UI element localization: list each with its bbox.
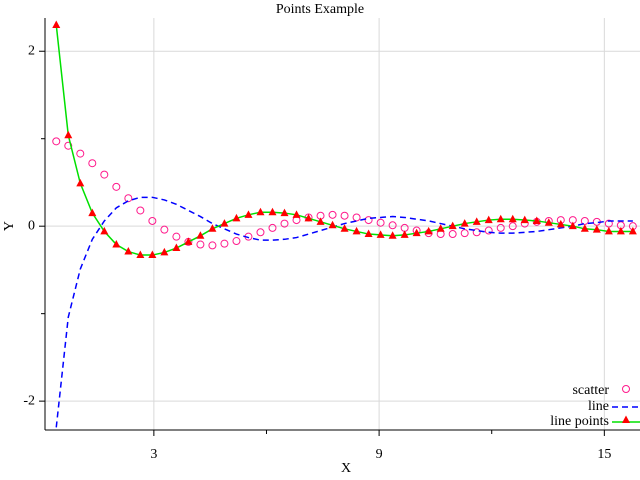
point-marker xyxy=(208,224,217,232)
point-marker xyxy=(292,210,301,218)
point-marker xyxy=(460,219,469,227)
point-marker xyxy=(508,214,517,223)
y-tick-label: 2 xyxy=(28,43,35,58)
point-marker xyxy=(472,217,481,225)
point-marker xyxy=(424,226,433,235)
scatter-point xyxy=(172,232,181,241)
point-marker xyxy=(220,219,229,227)
scatter-point xyxy=(352,213,361,222)
scatter-point xyxy=(388,221,397,230)
point-marker xyxy=(112,240,121,248)
point-marker xyxy=(496,214,505,223)
point-marker xyxy=(436,224,445,232)
series-line xyxy=(55,196,633,428)
point-marker xyxy=(280,208,289,217)
point-marker xyxy=(244,210,253,218)
scatter-point xyxy=(448,230,457,239)
point-marker xyxy=(76,178,85,187)
legend-label: line xyxy=(588,399,609,414)
point-marker xyxy=(604,226,613,235)
scatter-point xyxy=(136,206,145,215)
point-marker xyxy=(616,226,625,235)
point-marker xyxy=(448,221,457,230)
x-tick-label: 9 xyxy=(376,447,383,462)
legend-swatch xyxy=(622,415,630,423)
scatter-point xyxy=(268,223,277,232)
scatter-point xyxy=(112,182,121,191)
point-marker xyxy=(100,226,109,235)
x-tick-label: 3 xyxy=(150,447,157,462)
point-marker xyxy=(148,250,157,259)
scatter-point xyxy=(148,216,157,225)
point-marker xyxy=(136,250,145,259)
point-marker xyxy=(232,213,241,222)
scatter-point xyxy=(280,219,289,228)
legend-label: line points xyxy=(550,414,609,429)
scatter-point xyxy=(232,237,241,246)
point-marker xyxy=(172,243,181,252)
scatter-point xyxy=(508,222,517,231)
x-axis-label: X xyxy=(341,461,351,476)
scatter-point xyxy=(52,137,61,146)
legend-swatch xyxy=(622,385,630,393)
point-marker xyxy=(364,229,373,238)
point-marker xyxy=(328,220,337,229)
point-marker xyxy=(400,230,409,238)
scatter-point xyxy=(160,225,169,234)
point-marker xyxy=(304,213,313,222)
scatter-point xyxy=(472,228,481,237)
scatter-point xyxy=(376,218,385,227)
scatter-point xyxy=(460,229,469,238)
point-marker xyxy=(532,216,541,224)
y-tick-label: -2 xyxy=(23,393,35,408)
point-marker xyxy=(484,215,493,224)
scatter-point xyxy=(328,210,337,219)
point-marker xyxy=(520,215,529,224)
scatter-point xyxy=(76,149,85,158)
point-marker xyxy=(340,224,349,232)
point-marker xyxy=(64,130,73,139)
y-tick-label: 0 xyxy=(28,218,35,233)
point-marker xyxy=(124,247,133,255)
point-marker xyxy=(160,247,169,256)
point-marker xyxy=(184,237,193,245)
point-marker xyxy=(580,224,589,232)
legend-label: scatter xyxy=(572,383,609,398)
scatter-point xyxy=(124,194,133,203)
scatter-point xyxy=(196,240,205,249)
scatter-point xyxy=(100,170,109,179)
point-marker xyxy=(352,226,361,235)
scatter-point xyxy=(484,226,493,235)
x-tick-label: 15 xyxy=(597,447,611,462)
y-axis-label: Y xyxy=(2,221,17,231)
point-marker xyxy=(544,218,553,226)
series-line xyxy=(55,24,633,256)
point-marker xyxy=(568,221,577,230)
chart-title: Points Example xyxy=(276,2,364,17)
scatter-point xyxy=(256,228,265,237)
scatter-point xyxy=(220,239,229,248)
scatter-point xyxy=(208,241,217,250)
scatter-point xyxy=(496,223,505,232)
scatter-point xyxy=(64,141,73,150)
point-marker xyxy=(316,217,325,225)
point-marker xyxy=(592,225,601,233)
point-marker xyxy=(268,207,277,216)
point-marker xyxy=(628,226,637,235)
scatter-point xyxy=(364,216,373,225)
scatter-point xyxy=(340,211,349,220)
scatter-point xyxy=(88,159,97,168)
point-marker xyxy=(88,208,97,217)
point-marker xyxy=(196,231,205,239)
point-marker xyxy=(388,231,397,239)
point-marker xyxy=(256,207,265,216)
scatter-point xyxy=(400,223,409,232)
point-marker xyxy=(412,228,421,237)
point-marker xyxy=(556,219,565,228)
point-marker xyxy=(376,230,385,238)
point-marker xyxy=(52,20,61,28)
